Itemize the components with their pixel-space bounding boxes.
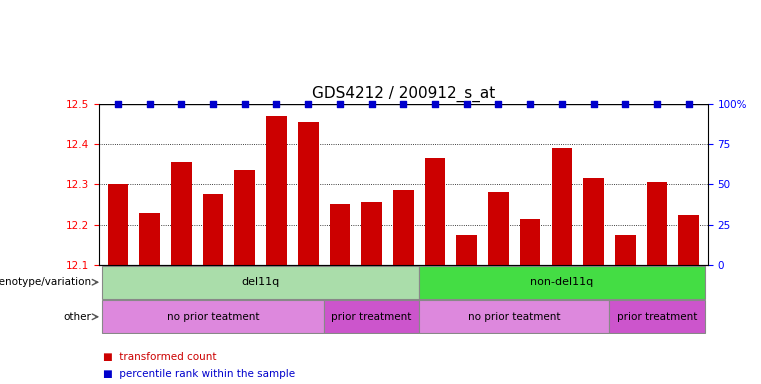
Bar (610, 300, 705, 333)
Text: prior treatment: prior treatment (617, 312, 697, 322)
Text: no prior teatment: no prior teatment (167, 312, 260, 322)
Bar (107, 184, 129, 265)
Text: other: other (63, 312, 91, 322)
Point (365, 101, 377, 107)
Point (619, 101, 632, 107)
Point (492, 101, 505, 107)
Point (524, 101, 537, 107)
Bar (615, 235, 635, 265)
Bar (324, 300, 419, 333)
Point (270, 101, 282, 107)
Point (429, 101, 441, 107)
Bar (419, 266, 705, 299)
Bar (488, 192, 509, 265)
Text: prior treatment: prior treatment (332, 312, 412, 322)
Point (175, 101, 187, 107)
Point (239, 101, 251, 107)
Text: genotype/variation: genotype/variation (0, 277, 91, 287)
Point (112, 101, 124, 107)
Bar (457, 235, 477, 265)
Title: GDS4212 / 200912_s_at: GDS4212 / 200912_s_at (312, 86, 495, 102)
Text: non-del11q: non-del11q (530, 277, 594, 287)
Bar (425, 158, 445, 265)
Bar (102, 300, 324, 333)
Bar (266, 116, 287, 265)
Point (302, 101, 314, 107)
Text: ■  percentile rank within the sample: ■ percentile rank within the sample (103, 369, 295, 379)
Bar (393, 190, 414, 265)
Bar (330, 204, 350, 265)
Bar (139, 212, 160, 265)
Bar (361, 202, 382, 265)
Text: del11q: del11q (241, 277, 280, 287)
Bar (419, 300, 610, 333)
Bar (234, 170, 255, 265)
Bar (171, 162, 192, 265)
Bar (552, 148, 572, 265)
Point (144, 101, 156, 107)
Point (397, 101, 409, 107)
Text: no prior teatment: no prior teatment (468, 312, 561, 322)
Point (683, 101, 695, 107)
Bar (202, 194, 224, 265)
Point (207, 101, 219, 107)
Bar (583, 178, 604, 265)
Bar (520, 218, 540, 265)
Point (460, 101, 473, 107)
Bar (647, 182, 667, 265)
Text: ■  transformed count: ■ transformed count (103, 352, 216, 362)
Point (556, 101, 568, 107)
Bar (298, 122, 319, 265)
Bar (102, 266, 419, 299)
Point (651, 101, 663, 107)
Point (334, 101, 346, 107)
Bar (678, 215, 699, 265)
Point (587, 101, 600, 107)
